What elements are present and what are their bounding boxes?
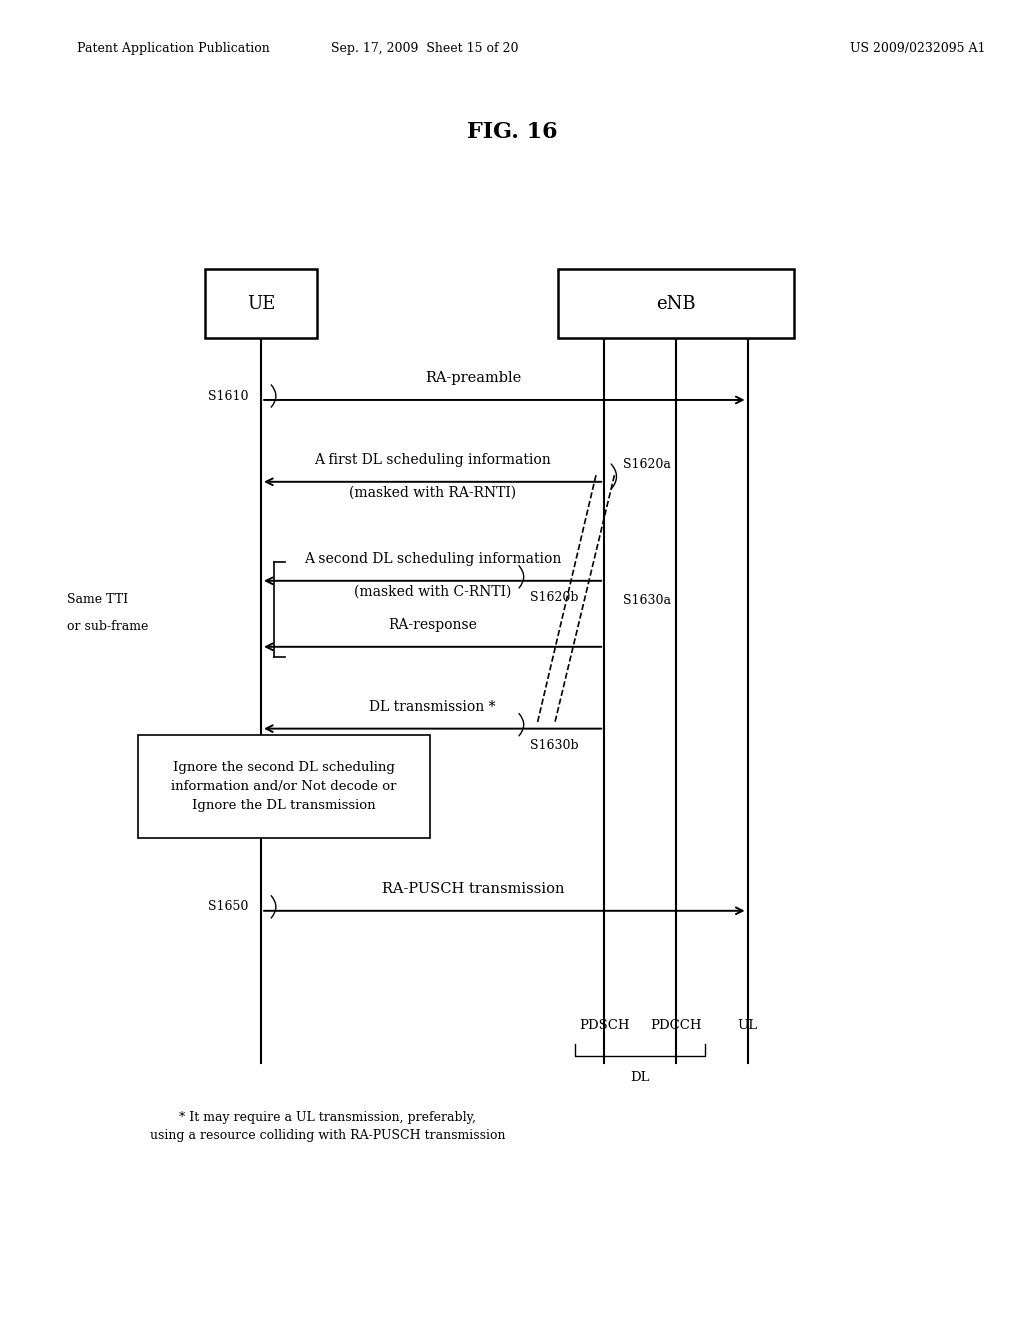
- Text: (masked with C-RNTI): (masked with C-RNTI): [354, 585, 511, 599]
- Text: PDSCH: PDSCH: [579, 1019, 630, 1032]
- Text: S1610: S1610: [208, 389, 249, 403]
- Text: S1650: S1650: [209, 900, 249, 913]
- Text: (masked with RA-RNTI): (masked with RA-RNTI): [349, 486, 516, 500]
- Bar: [138, 735, 430, 838]
- Text: DL transmission *: DL transmission *: [370, 700, 496, 714]
- Text: DL: DL: [630, 1071, 650, 1084]
- Text: * It may require a UL transmission, preferably,
using a resource colliding with : * It may require a UL transmission, pref…: [150, 1111, 506, 1142]
- Text: A first DL scheduling information: A first DL scheduling information: [314, 453, 551, 467]
- Text: Patent Application Publication: Patent Application Publication: [77, 42, 269, 55]
- Text: S1620b: S1620b: [530, 591, 579, 605]
- Text: S1630a: S1630a: [623, 594, 671, 607]
- Text: Sep. 17, 2009  Sheet 15 of 20: Sep. 17, 2009 Sheet 15 of 20: [331, 42, 519, 55]
- Text: S1630b: S1630b: [530, 739, 579, 752]
- Bar: [558, 269, 794, 338]
- Text: S1620a: S1620a: [623, 458, 671, 471]
- Text: RA-response: RA-response: [388, 618, 477, 632]
- Text: eNB: eNB: [656, 294, 695, 313]
- Text: UL: UL: [737, 1019, 758, 1032]
- Text: Ignore the second DL scheduling
information and/or Not decode or
Ignore the DL t: Ignore the second DL scheduling informat…: [171, 762, 397, 812]
- Text: PDCCH: PDCCH: [650, 1019, 701, 1032]
- Text: or sub-frame: or sub-frame: [67, 620, 147, 634]
- Text: FIG. 16: FIG. 16: [467, 121, 557, 143]
- Text: RA-preamble: RA-preamble: [426, 371, 521, 385]
- Bar: [205, 269, 317, 338]
- Text: S1640: S1640: [208, 738, 249, 751]
- Text: RA-PUSCH transmission: RA-PUSCH transmission: [382, 882, 565, 896]
- Text: US 2009/0232095 A1: US 2009/0232095 A1: [850, 42, 985, 55]
- Text: Same TTI: Same TTI: [67, 593, 128, 606]
- Text: UE: UE: [247, 294, 275, 313]
- Text: A second DL scheduling information: A second DL scheduling information: [304, 552, 561, 566]
